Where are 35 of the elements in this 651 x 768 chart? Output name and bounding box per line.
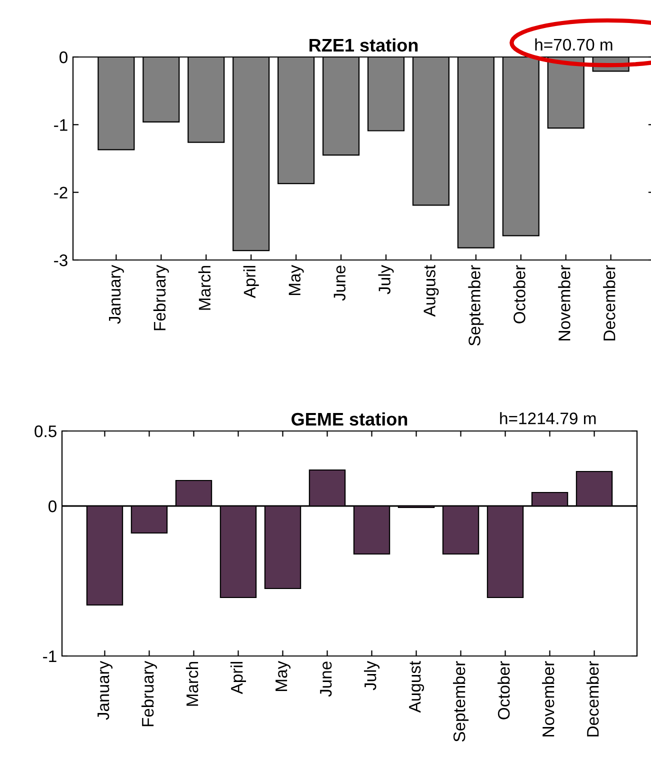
y-tick-label: -1 [43, 650, 56, 662]
x-tick-label: June [320, 662, 332, 697]
x-tick-label: February [153, 264, 169, 330]
x-tick-label: December [603, 265, 616, 340]
x-tick-label: May [276, 660, 291, 691]
x-tick-label: April [230, 662, 246, 694]
y-tick-label: -3 [54, 254, 68, 266]
chart-title: GEME station [292, 412, 408, 426]
y-tick-label: 0 [48, 500, 56, 512]
x-tick-label: February [141, 660, 157, 726]
text: h=70.70 m [535, 38, 612, 51]
y-tick-label: 0 [60, 51, 68, 64]
x-tick-label: October [513, 265, 526, 324]
y-tick-label: -1 [54, 119, 68, 131]
x-tick-label: November [558, 265, 570, 340]
x-tick-label: January [109, 264, 124, 324]
x-tick-label: May [288, 264, 304, 295]
x-tick-label: March [198, 266, 211, 310]
x-tick-label: July [364, 660, 380, 690]
x-tick-label: August [409, 660, 424, 713]
text: h=1214.79 m [500, 412, 596, 424]
x-tick-label: June [334, 266, 346, 301]
x-tick-label: July [378, 264, 394, 294]
chart-title: RZE1 station [310, 38, 418, 52]
x-tick-label: September [452, 661, 469, 742]
x-tick-label: September [468, 265, 484, 346]
x-tick-label: October [498, 661, 510, 720]
x-tick-label: January [98, 660, 112, 720]
x-tick-label: December [586, 661, 599, 736]
x-tick-label: March [186, 662, 198, 706]
x-tick-label: August [424, 264, 439, 317]
x-tick-label: April [243, 266, 259, 298]
y-tick-label: 0.5 [34, 425, 56, 438]
y-tick-label: -2 [54, 186, 68, 198]
x-tick-label: November [542, 661, 554, 736]
